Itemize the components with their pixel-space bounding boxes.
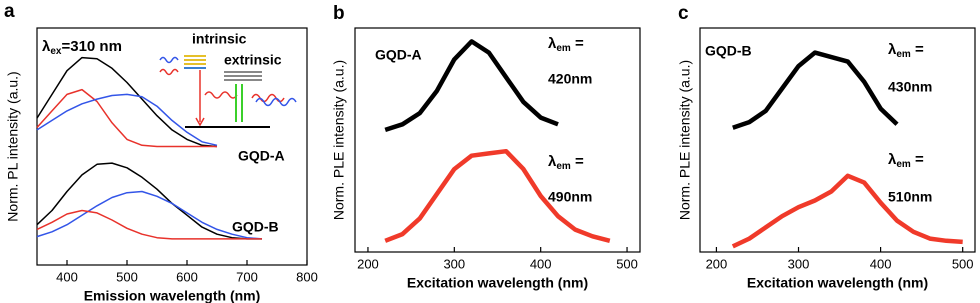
annotation-symbol: λ bbox=[42, 38, 51, 55]
annotation-subscript: em bbox=[896, 49, 911, 60]
annotation-symbol: λ bbox=[888, 151, 897, 168]
data-line bbox=[36, 209, 262, 240]
annotation: λem = bbox=[548, 35, 584, 54]
panel-label: b bbox=[333, 3, 345, 24]
annotation: GQD-A bbox=[375, 47, 422, 63]
x-tick-label: 800 bbox=[296, 269, 318, 284]
annotation: λem = bbox=[888, 41, 924, 60]
annotation: λex=310 nm bbox=[42, 38, 122, 57]
x-tick-label: 500 bbox=[952, 256, 974, 271]
data-line bbox=[36, 56, 218, 148]
annotation: 510nm bbox=[888, 189, 932, 205]
plot-frame bbox=[699, 27, 976, 253]
annotation-tail: =310 nm bbox=[61, 38, 121, 55]
x-tick-label: 300 bbox=[788, 256, 810, 271]
x-tick-label: 200 bbox=[357, 256, 379, 271]
x-tick-label: 600 bbox=[176, 269, 198, 284]
x-tick-label: 400 bbox=[530, 256, 552, 271]
wave bbox=[255, 97, 297, 107]
x-tick-label: 500 bbox=[116, 269, 138, 284]
panel-label: c bbox=[678, 3, 689, 24]
annotation-subscript: ex bbox=[50, 46, 62, 57]
annotation-symbol: λ bbox=[548, 35, 557, 52]
annotation: 430nm bbox=[888, 79, 932, 95]
wave bbox=[159, 68, 179, 76]
x-axis-label: Excitation wavelength (nm) bbox=[407, 275, 588, 291]
annotation: 490nm bbox=[548, 189, 592, 205]
annotation: GQD-B bbox=[705, 43, 752, 59]
y-axis-label: Norm. PLE intensity (a.u.) bbox=[677, 60, 693, 220]
annotation-subscript: em bbox=[556, 43, 571, 54]
plot-frame bbox=[36, 27, 308, 266]
plot-frame bbox=[354, 27, 641, 253]
data-line bbox=[36, 190, 263, 240]
y-axis-label: Norm. PL intensity (a.u.) bbox=[5, 71, 21, 221]
annotation: extrinsic bbox=[224, 52, 282, 68]
x-tick-label: 200 bbox=[706, 256, 728, 271]
inset-diagram bbox=[159, 55, 297, 128]
annotation: λem = bbox=[548, 153, 584, 172]
annotation: GQD-A bbox=[238, 148, 285, 164]
data-line bbox=[384, 39, 559, 133]
x-axis-label: Emission wavelength (nm) bbox=[84, 288, 261, 303]
annotation: λem = bbox=[888, 151, 924, 170]
panel-label: a bbox=[4, 1, 15, 22]
x-tick-label: 400 bbox=[870, 256, 892, 271]
data-line bbox=[36, 88, 217, 148]
annotation-subscript: em bbox=[556, 161, 571, 172]
annotation-symbol: λ bbox=[888, 41, 897, 58]
annotation-tail: = bbox=[911, 41, 924, 58]
wave bbox=[159, 56, 179, 64]
data-line bbox=[731, 173, 963, 249]
data-line bbox=[36, 162, 262, 240]
annotation: 420nm bbox=[548, 71, 592, 87]
annotation: intrinsic bbox=[192, 31, 247, 47]
wave bbox=[251, 93, 285, 103]
annotation-tail: = bbox=[571, 153, 584, 170]
data-line bbox=[732, 50, 899, 130]
annotation-tail: = bbox=[911, 151, 924, 168]
annotation-tail: = bbox=[571, 35, 584, 52]
annotation-symbol: λ bbox=[548, 153, 557, 170]
y-axis-label: Norm. PLE intensity (a.u.) bbox=[331, 60, 347, 220]
data-line bbox=[36, 93, 218, 147]
wave bbox=[204, 91, 238, 99]
annotation-subscript: em bbox=[896, 159, 911, 170]
x-axis-label: Excitation wavelength (nm) bbox=[747, 275, 928, 291]
x-tick-label: 400 bbox=[56, 269, 78, 284]
arrow-head bbox=[195, 117, 205, 127]
x-tick-label: 700 bbox=[236, 269, 258, 284]
x-tick-label: 500 bbox=[616, 256, 638, 271]
data-line bbox=[384, 148, 611, 243]
x-tick-label: 300 bbox=[443, 256, 465, 271]
annotation: GQD-B bbox=[232, 219, 279, 235]
